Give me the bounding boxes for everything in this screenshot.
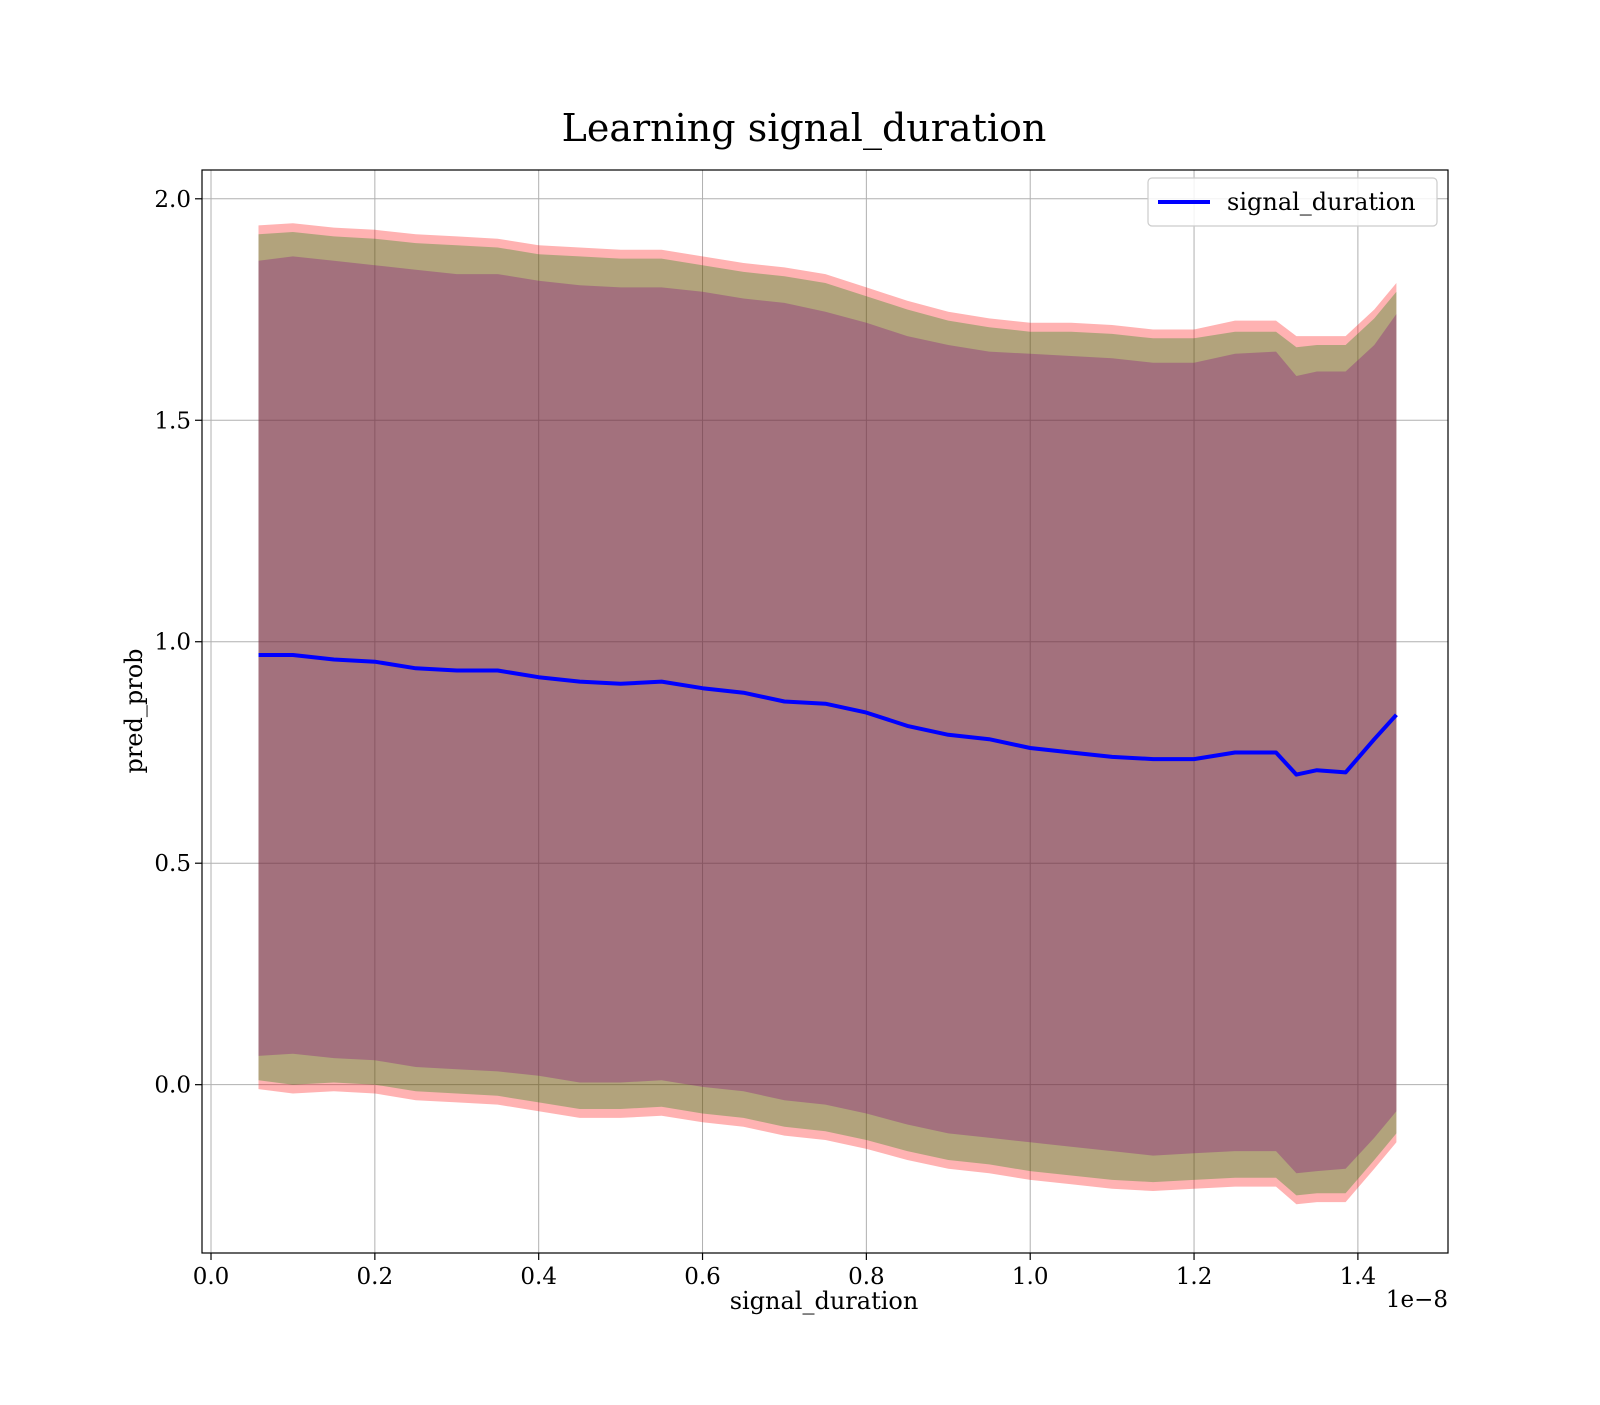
x-tick-label: 0.2 [357,1264,394,1290]
x-tick-label: 1.4 [1340,1264,1377,1290]
ticks: 0.0 0.2 0.4 0.6 0.8 1.0 1.2 1.4 0.0 0.5 1.0 1.5 2.0 [154,187,1376,1290]
bands [258,223,1397,1205]
legend-box [1147,177,1438,227]
y-tick-label: 1.5 [154,408,191,434]
x-tick-label: 1.2 [1176,1264,1213,1290]
x-tick-label: 0.6 [684,1264,721,1290]
y-tick-label: 1.0 [154,630,191,656]
legend-label: signal_duration [1227,188,1416,216]
legend: signal_duration [1147,177,1438,227]
x-offset-text: 1e−8 [1386,1287,1448,1313]
confidence-band-0 [258,223,1397,1205]
chart-title: Learning signal_duration [562,106,1047,151]
x-tick-label: 0.4 [520,1264,557,1290]
y-tick-label: 2.0 [154,187,191,213]
x-axis-label: signal_duration [730,1287,919,1315]
y-tick-label: 0.5 [154,851,191,877]
confidence-band-2 [258,256,1397,1174]
y-tick-label: 0.0 [154,1073,191,1099]
y-axis-label: pred_prob [120,648,148,773]
grid [202,170,1448,1253]
x-tick-label: 0.8 [848,1264,885,1290]
x-tick-label: 1.0 [1012,1264,1049,1290]
plot-frame [201,169,1449,1254]
series-line-0 [258,653,1398,777]
series-lines [258,653,1398,777]
x-tick-label: 0.0 [193,1264,230,1290]
confidence-band-1 [258,232,1397,1196]
